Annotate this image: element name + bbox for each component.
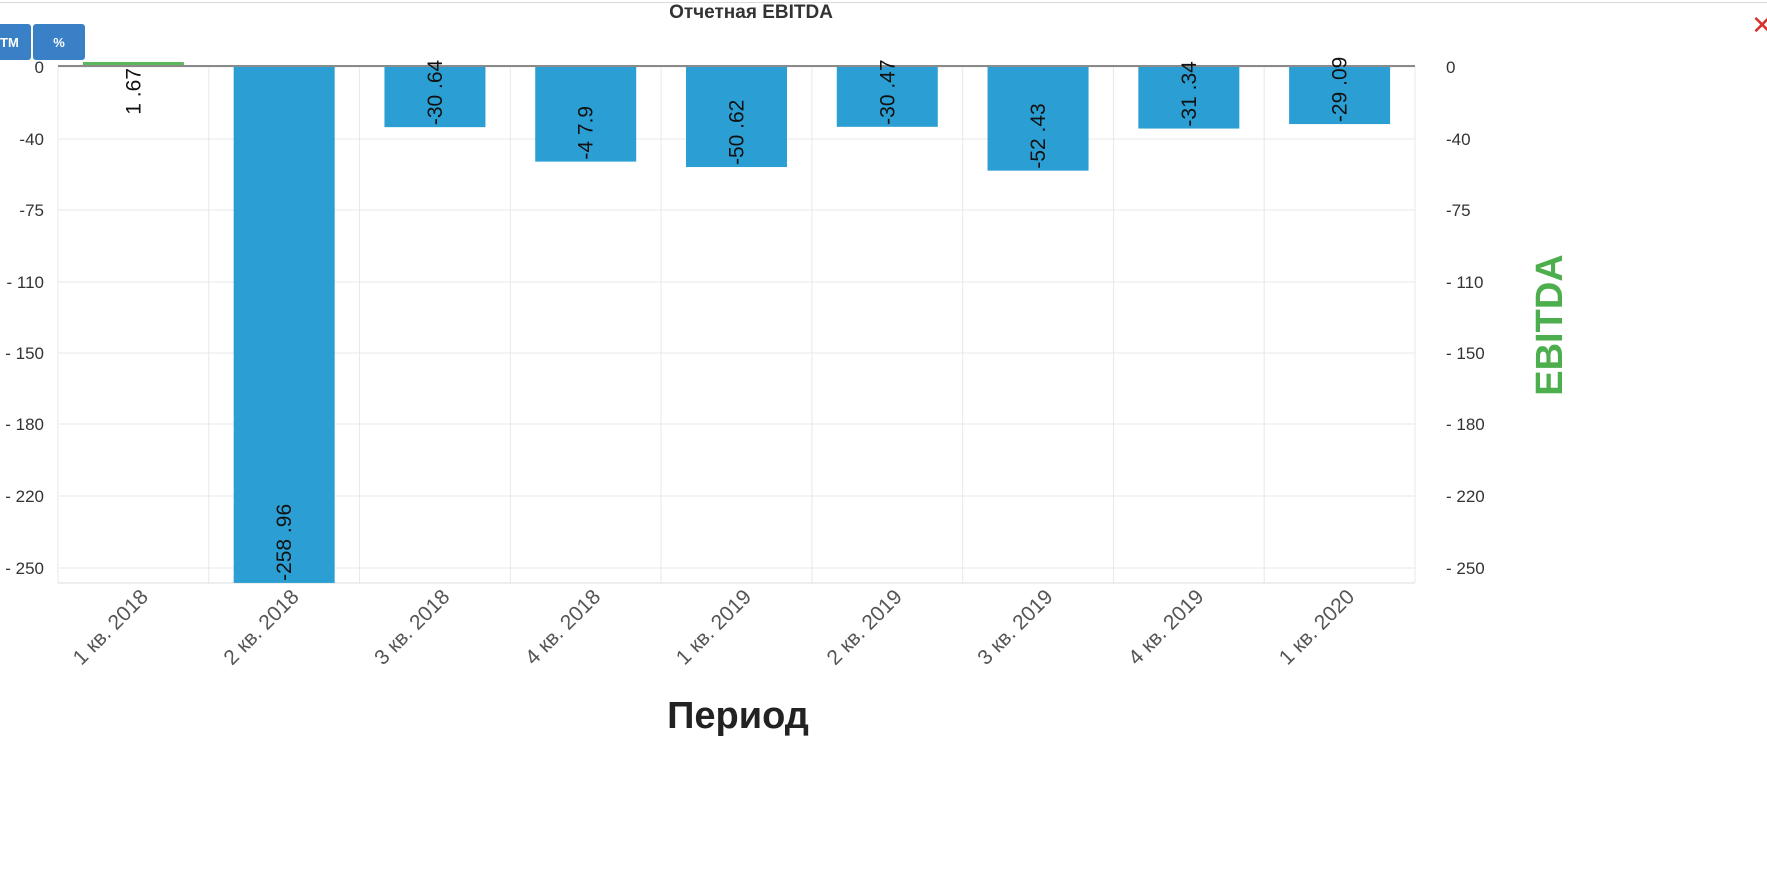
x-tick-label: 3 кв. 2018	[370, 585, 454, 669]
bar	[836, 66, 938, 127]
y-tick-label: -40	[19, 130, 44, 149]
y2-tick-label: 0	[1446, 58, 1455, 77]
data-label: -30 .47	[876, 59, 899, 124]
x-tick-label: 1 кв. 2018	[69, 585, 153, 669]
bar	[82, 62, 184, 66]
y2-tick-label: - 110	[1446, 273, 1484, 292]
y-tick-label: 0	[35, 58, 44, 77]
top-divider	[0, 2, 1767, 3]
y2-tick-label: - 220	[1446, 487, 1485, 506]
bar	[1289, 66, 1391, 125]
y2-tick-label: -40	[1446, 130, 1471, 149]
data-label: -50 .62	[726, 100, 749, 165]
data-labels: 1 .67 -258 .96 -30 .64 -4 7.9 -50 .62 -30 .47…	[122, 57, 1351, 581]
y-tick-label: - 220	[5, 487, 44, 506]
data-label: -4 7.9	[575, 106, 598, 160]
bars	[58, 62, 1415, 583]
percent-toggle-button[interactable]: %	[33, 24, 85, 60]
x-tick-label: 3 кв. 2019	[973, 585, 1057, 669]
close-icon[interactable]: ✕	[1751, 10, 1767, 40]
data-label: -52 .43	[1027, 103, 1050, 168]
bar	[384, 66, 486, 128]
bar	[535, 66, 637, 162]
x-tick-label: 4 кв. 2019	[1124, 585, 1208, 669]
bar	[1138, 66, 1240, 129]
y-tick-label: - 150	[5, 344, 44, 363]
chart-title: Отчетная EBITDA	[669, 2, 833, 23]
data-label: -30 .64	[424, 59, 447, 125]
x-tick-label: 1 кв. 2019	[672, 585, 756, 669]
y-axis-ticks: 0 -40 -75 - 110 - 150 - 180 - 220 - 250 0 -40 -75 -…	[5, 58, 1485, 578]
toolbar: ТМ %	[0, 24, 85, 60]
x-axis-title: Период	[667, 695, 809, 737]
y-tick-label: - 110	[7, 273, 45, 292]
y-tick-label: -75	[19, 201, 44, 220]
bar	[233, 66, 335, 583]
y2-tick-label: - 150	[1446, 344, 1485, 363]
x-tick-label: 2 кв. 2019	[822, 585, 906, 669]
bar	[987, 66, 1089, 171]
y2-tick-label: - 180	[1446, 415, 1485, 434]
y-tick-label: - 180	[5, 415, 44, 434]
y-tick-label: - 250	[5, 559, 44, 578]
y2-tick-label: - 250	[1446, 559, 1485, 578]
data-label: 1 .67	[122, 68, 145, 115]
x-tick-label: 1 кв. 2020	[1275, 585, 1359, 669]
data-label: -29 .09	[1329, 57, 1352, 122]
x-tick-label: 2 кв. 2018	[219, 585, 303, 669]
data-label: -258 .96	[273, 504, 296, 581]
data-label: -31 .34	[1178, 61, 1201, 127]
bar	[686, 66, 787, 168]
units-toggle-button[interactable]: ТМ	[0, 24, 31, 60]
y-axis-title: EBITDA	[1529, 254, 1571, 395]
x-tick-label: 4 кв. 2018	[521, 585, 605, 669]
x-axis-ticks: 1 кв. 2018 2 кв. 2018 3 кв. 2018 4 кв. 2018…	[69, 585, 1360, 669]
y2-tick-label: -75	[1446, 201, 1471, 220]
